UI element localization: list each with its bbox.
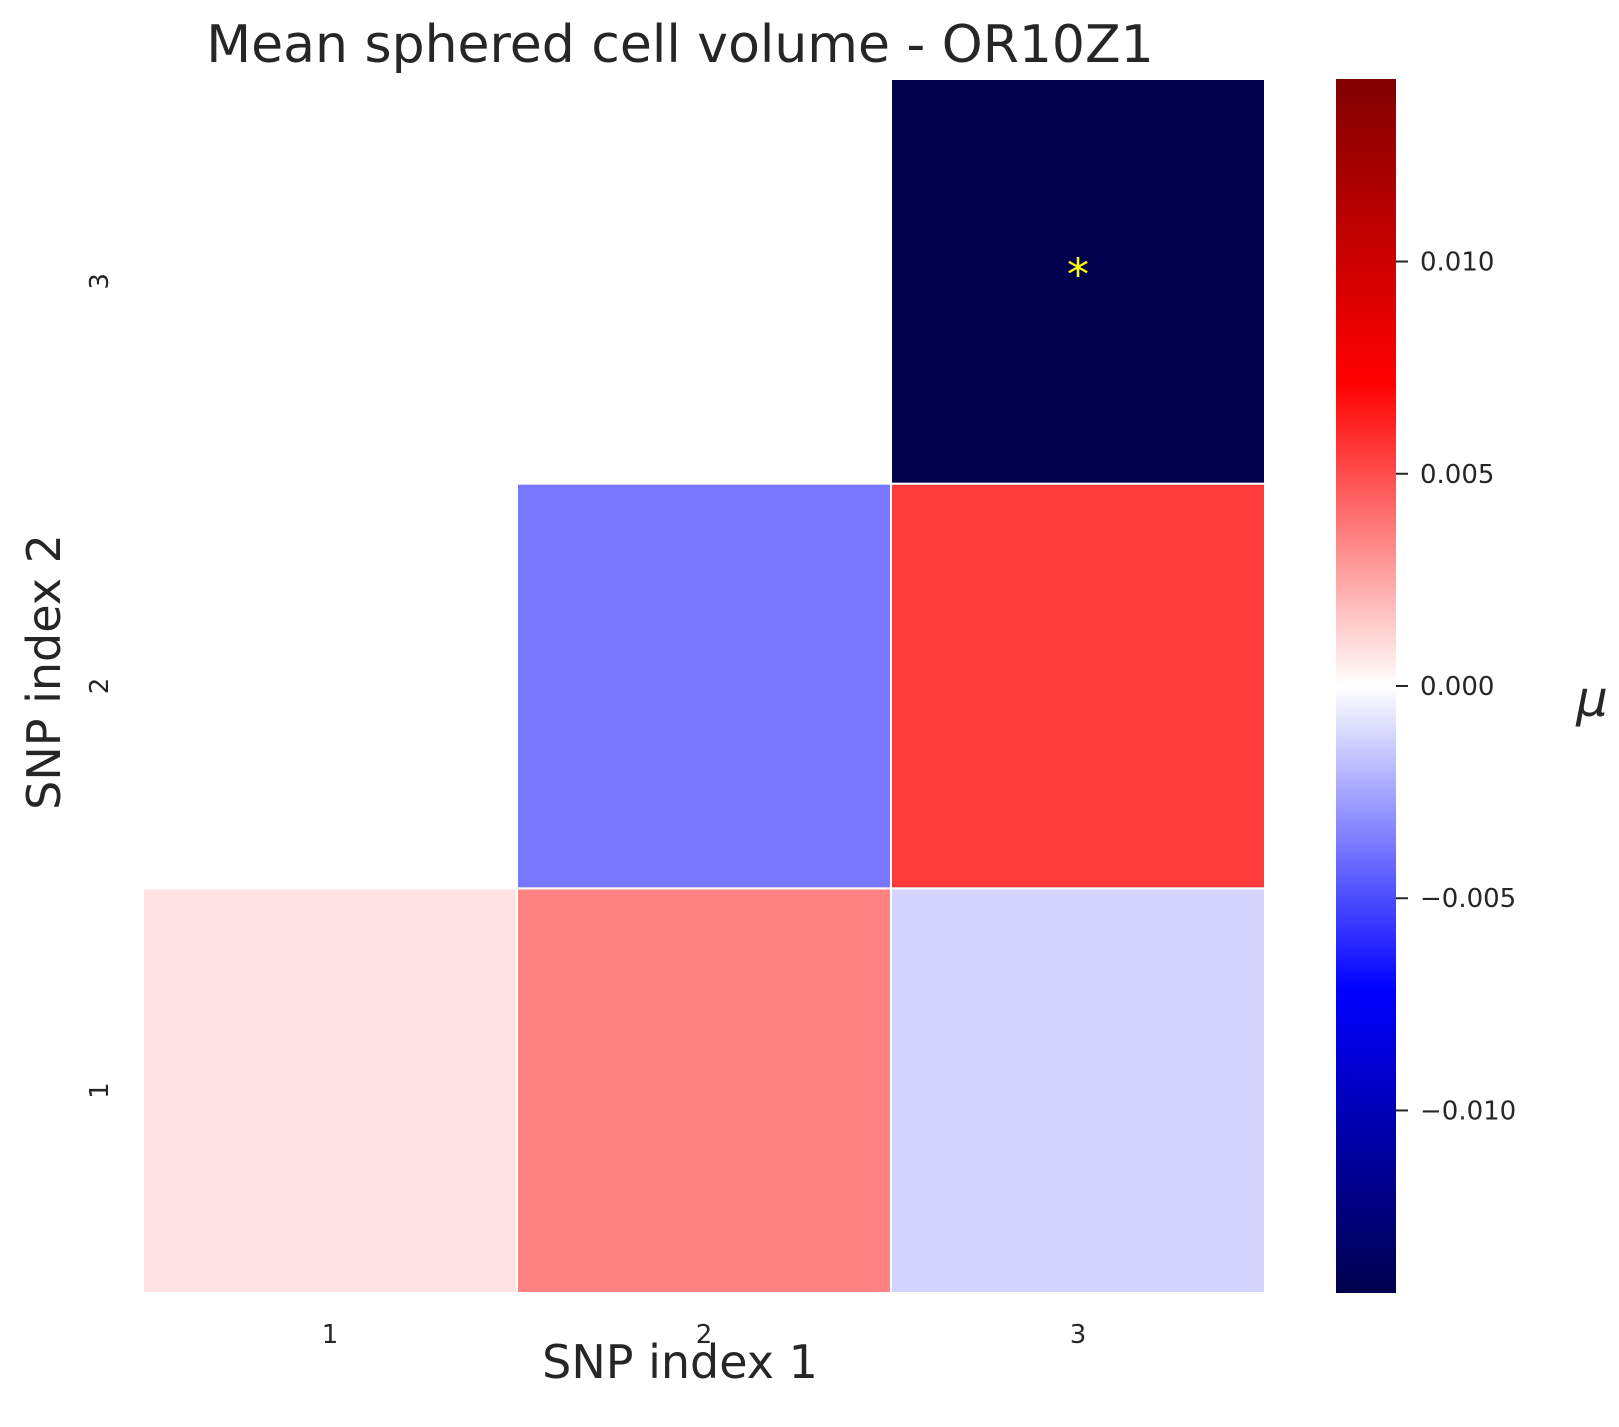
x-tick-label: 1 — [322, 1320, 339, 1350]
y-axis-label: SNP index 2 — [17, 534, 71, 810]
significance-marker: * — [1067, 249, 1089, 300]
heatmap-cell-3-1 — [890, 887, 1266, 1294]
x-axis-ticks: 1 2 3 — [322, 1320, 1087, 1350]
colorbar-gradient — [1336, 79, 1396, 1293]
colorbar-tick-label: 0.000 — [1420, 672, 1494, 702]
colorbar-tick-label: −0.005 — [1420, 884, 1516, 914]
colorbar-tick-label: 0.010 — [1420, 248, 1494, 278]
y-tick-label: 1 — [85, 1082, 115, 1099]
y-tick-label: 2 — [85, 678, 115, 695]
heatmap-cell-3-2 — [890, 482, 1266, 890]
y-tick-label: 3 — [85, 273, 115, 290]
colorbar-tick-label: 0.005 — [1420, 460, 1494, 490]
x-tick-label: 3 — [1070, 1320, 1087, 1350]
colorbar-label: μ — [1575, 670, 1608, 728]
y-axis-ticks: 1 2 3 — [85, 273, 115, 1099]
heatmap-cells: * — [142, 78, 1266, 1294]
chart-title: Mean sphered cell volume - OR10Z1 — [206, 15, 1153, 75]
heatmap-cell-2-2 — [516, 482, 892, 890]
heatmap-cell-2-1 — [516, 887, 892, 1294]
heatmap-cell-3-3 — [890, 78, 1266, 485]
colorbar-tick-label: −0.010 — [1420, 1096, 1516, 1126]
x-tick-label: 2 — [696, 1320, 713, 1350]
colorbar: 0.010 0.005 0.000 −0.005 −0.010 μ — [1336, 79, 1608, 1293]
colorbar-ticks: 0.010 0.005 0.000 −0.005 −0.010 — [1396, 248, 1516, 1126]
x-axis-label: SNP index 1 — [542, 1335, 818, 1389]
heatmap-cell-1-1 — [142, 887, 518, 1294]
